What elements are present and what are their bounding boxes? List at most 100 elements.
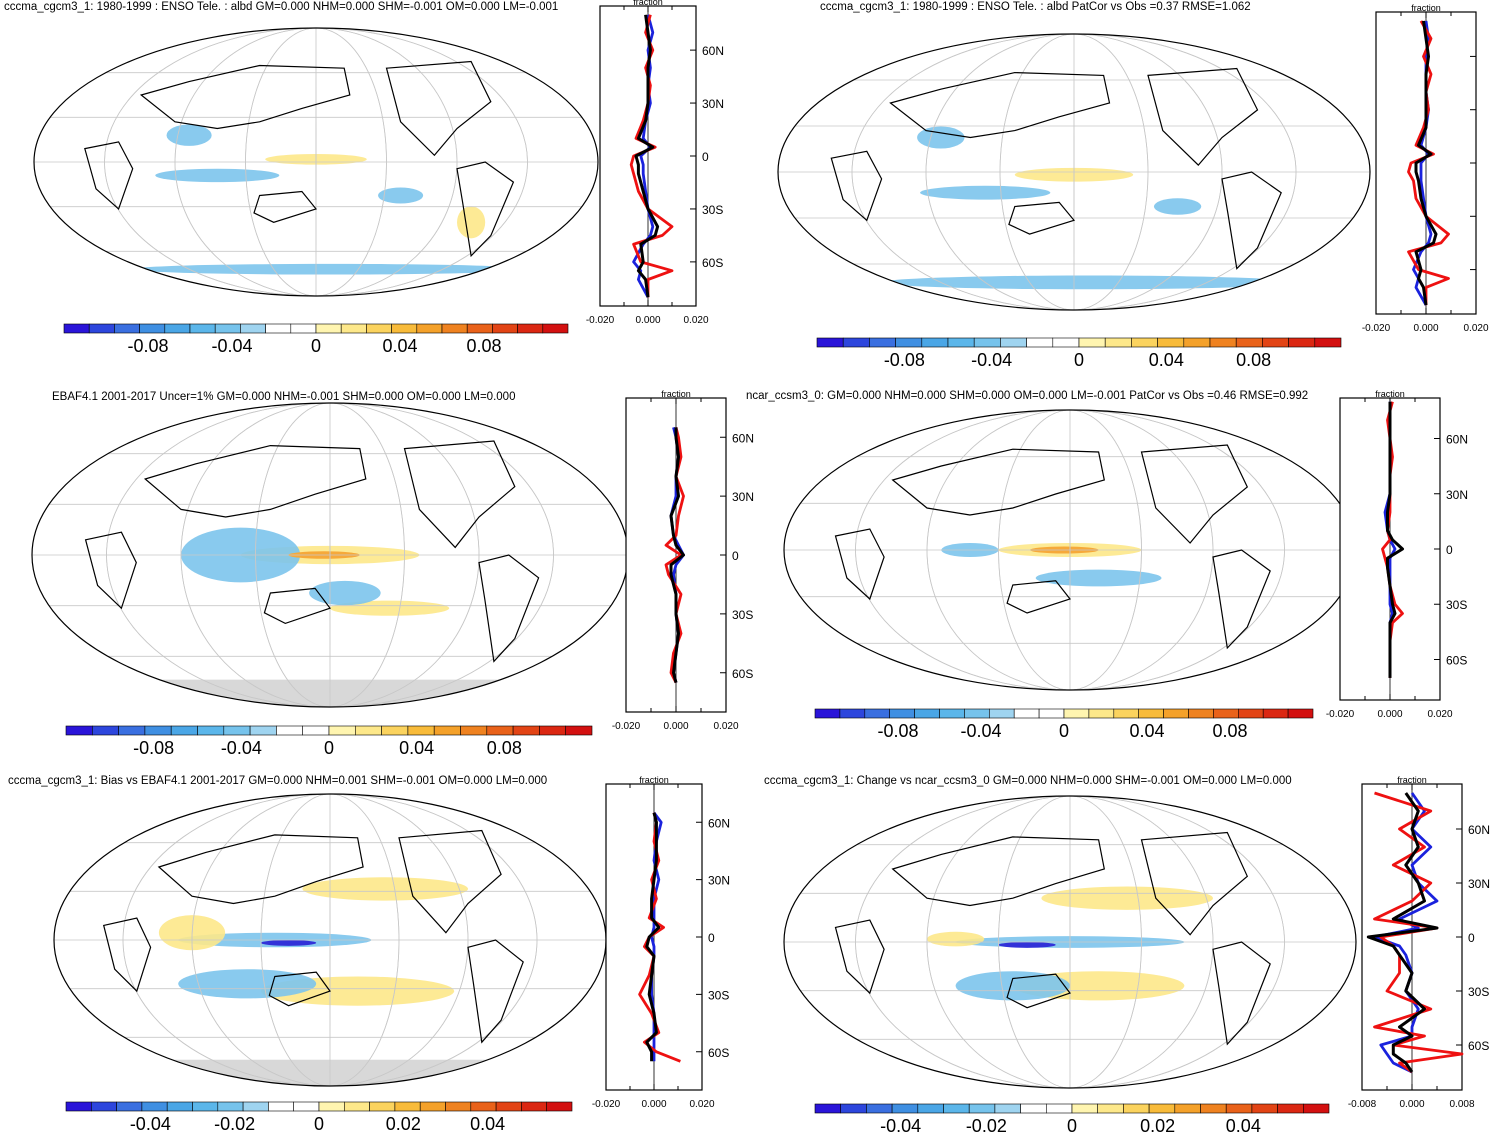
y-tick-label: 60N bbox=[1446, 433, 1468, 447]
colorbar-swatch bbox=[223, 725, 251, 736]
colorbar-swatch bbox=[91, 1101, 117, 1112]
colorbar-swatch bbox=[65, 1101, 92, 1112]
y-tick-label: 0 bbox=[1446, 543, 1453, 557]
coastline bbox=[891, 448, 1105, 516]
x-tick-label: 0.000 bbox=[663, 721, 688, 732]
colorbar-tick-label: 0.02 bbox=[1140, 1116, 1175, 1136]
colorbar-tick-label: -0.04 bbox=[130, 1114, 171, 1134]
negative-anomaly bbox=[1035, 569, 1162, 587]
colorbar-tick-label: -0.04 bbox=[960, 721, 1001, 741]
colorbar-swatch bbox=[1138, 708, 1164, 719]
world-map bbox=[31, 402, 629, 708]
colorbar-swatch bbox=[114, 323, 140, 334]
colorbar-swatch bbox=[1188, 708, 1214, 719]
missing-data-region bbox=[454, 794, 496, 809]
colorbar-tick-label: -0.02 bbox=[966, 1116, 1007, 1136]
x-tick-label: -0.020 bbox=[1326, 709, 1355, 720]
y-tick-label: 0 bbox=[702, 150, 709, 164]
colorbar-swatch bbox=[1314, 337, 1342, 348]
colorbar-swatch bbox=[486, 725, 514, 736]
colorbar-swatch bbox=[315, 323, 342, 334]
colorbar-swatch bbox=[116, 1101, 143, 1112]
colorbar-swatch bbox=[1288, 337, 1316, 348]
colorbar: -0.08 -0.04 0 0.04 0.08 bbox=[814, 708, 1314, 741]
profile-top-label: fraction bbox=[639, 775, 669, 785]
colorbar: -0.04 -0.02 0 0.02 0.04 bbox=[65, 1101, 573, 1134]
colorbar-swatch bbox=[1183, 337, 1211, 348]
colorbar: -0.04 -0.02 0 0.02 0.04 bbox=[814, 1103, 1330, 1136]
map-border bbox=[777, 33, 1371, 311]
graticule-meridian bbox=[925, 34, 1223, 310]
profile-top-label: fraction bbox=[633, 0, 663, 7]
x-tick-label: -0.008 bbox=[1348, 1099, 1377, 1110]
graticule-meridian bbox=[260, 794, 400, 1086]
y-tick-label: 60N bbox=[702, 44, 724, 58]
negative-anomaly bbox=[155, 168, 280, 183]
colorbar-swatch bbox=[839, 708, 866, 719]
positive-anomaly bbox=[1041, 886, 1213, 910]
colorbar-tick-label: 0.08 bbox=[487, 738, 522, 758]
colorbar-swatch bbox=[249, 725, 277, 736]
missing-data-region bbox=[464, 403, 509, 419]
x-tick-label: 0.000 bbox=[1413, 323, 1438, 334]
colorbar-swatch bbox=[1046, 1103, 1073, 1114]
y-tick-label: 30S bbox=[702, 203, 723, 217]
world-map bbox=[783, 409, 1357, 691]
colorbar-swatch bbox=[866, 1103, 893, 1114]
x-tick-label: -0.020 bbox=[612, 721, 641, 732]
x-tick-label: 0.000 bbox=[1399, 1099, 1424, 1110]
colorbar-swatch bbox=[1251, 1103, 1278, 1114]
colorbar-swatch bbox=[354, 725, 382, 736]
colorbar-swatch bbox=[973, 337, 1001, 348]
coastline bbox=[456, 161, 515, 258]
colorbar-swatch bbox=[1071, 1103, 1099, 1114]
map-border bbox=[33, 27, 599, 297]
colorbar-swatch bbox=[512, 725, 540, 736]
negative-anomaly bbox=[132, 263, 528, 275]
negative-anomaly-core bbox=[998, 942, 1056, 948]
profile-line-blue bbox=[1373, 792, 1439, 1074]
colorbar-swatch bbox=[814, 708, 841, 719]
world-map bbox=[53, 793, 607, 1087]
graticule-meridian bbox=[180, 403, 480, 707]
coastline bbox=[834, 919, 885, 995]
zonal-profile: fraction -0.008 0.000 0.008 60N 30N 0 30S 60S bbox=[1348, 775, 1490, 1110]
profile-top-label: fraction bbox=[661, 389, 691, 399]
panel-p5: cccma_cgcm3_1: Bias vs EBAF4.1 2001-2017… bbox=[8, 775, 730, 1134]
panel-p6: cccma_cgcm3_1: Change vs ncar_ccsm3_0 GM… bbox=[764, 775, 1490, 1136]
colorbar-swatch bbox=[1213, 708, 1239, 719]
coastline bbox=[398, 829, 502, 934]
x-tick-label: 0.020 bbox=[683, 315, 708, 326]
y-tick-label: 30N bbox=[1468, 877, 1490, 891]
panel-title: EBAF4.1 2001-2017 Uncer=1% GM=0.000 NHM=… bbox=[52, 391, 515, 403]
coastline bbox=[1212, 941, 1271, 1046]
world-map bbox=[783, 795, 1357, 1089]
colorbar-tick-label: 0 bbox=[311, 336, 321, 356]
profile-line-black bbox=[1386, 401, 1404, 678]
negative-anomaly bbox=[166, 124, 212, 146]
colorbar-swatch bbox=[968, 1103, 996, 1114]
colorbar-swatch bbox=[88, 323, 115, 334]
colorbar-tick-label: -0.04 bbox=[211, 336, 252, 356]
colorbar-swatch bbox=[1157, 337, 1185, 348]
coastline bbox=[1147, 67, 1259, 166]
y-tick-label: 30S bbox=[708, 988, 729, 1002]
colorbar-swatch bbox=[869, 337, 896, 348]
colorbar-tick-label: 0.08 bbox=[466, 336, 501, 356]
coastline bbox=[102, 917, 152, 993]
colorbar-swatch bbox=[144, 725, 172, 736]
colorbar-tick-label: 0.08 bbox=[1212, 721, 1247, 741]
colorbar-swatch bbox=[964, 708, 990, 719]
colorbar-swatch bbox=[242, 1101, 269, 1112]
positive-anomaly bbox=[927, 931, 985, 947]
colorbar-swatch bbox=[895, 337, 923, 348]
coastline bbox=[1140, 831, 1249, 936]
colorbar-swatch bbox=[118, 725, 146, 736]
graticule-meridian bbox=[245, 28, 387, 296]
world-map bbox=[777, 33, 1371, 311]
coastline bbox=[139, 64, 351, 130]
colorbar-swatch bbox=[1104, 337, 1132, 348]
colorbar-swatch bbox=[816, 337, 844, 348]
negative-anomaly bbox=[178, 969, 317, 999]
